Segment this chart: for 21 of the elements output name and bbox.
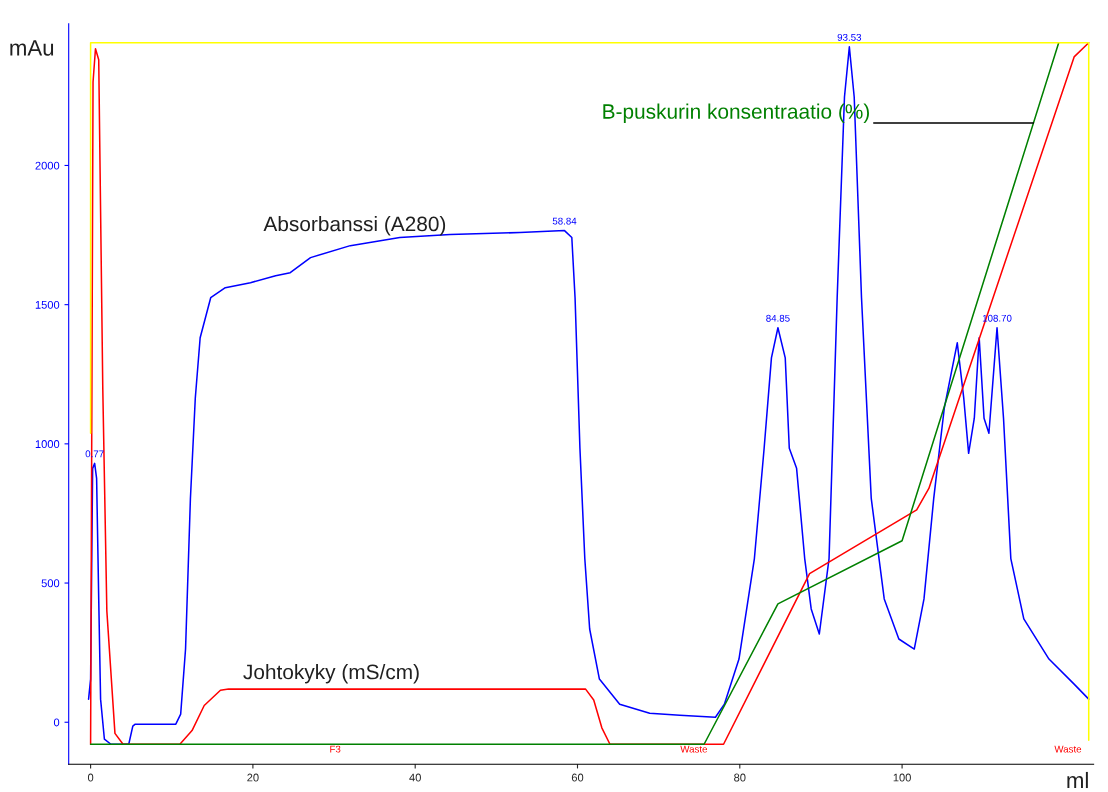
series-label: Absorbanssi (A280)	[263, 216, 446, 236]
y-tick-label: 1000	[35, 440, 60, 448]
annotation: 84.85	[766, 314, 790, 322]
y-tick-label: 0	[53, 718, 60, 727]
annotation: F3	[330, 745, 341, 753]
x-tick-label: 20	[247, 773, 259, 782]
x-tick-label: 80	[734, 773, 746, 782]
x-tick-label: 100	[893, 773, 911, 782]
series-label: Johtokyky (mS/cm)	[243, 664, 419, 684]
annotation: 93.53	[837, 33, 862, 41]
annotation: 58.84	[552, 217, 577, 225]
y-tick-label: 2000	[35, 161, 60, 170]
y-tick-label: 500	[41, 579, 60, 588]
y-axis-title: mAu	[10, 40, 54, 56]
x-axis-title: ml	[1067, 771, 1088, 789]
x-tick-label: 0	[87, 773, 94, 782]
x-tick-label: 60	[571, 773, 584, 782]
x-tick-label: 40	[409, 773, 421, 782]
y-tick-label: 1500	[35, 300, 60, 309]
annotation: Waste	[680, 745, 708, 753]
annotation: Waste	[1054, 745, 1082, 753]
